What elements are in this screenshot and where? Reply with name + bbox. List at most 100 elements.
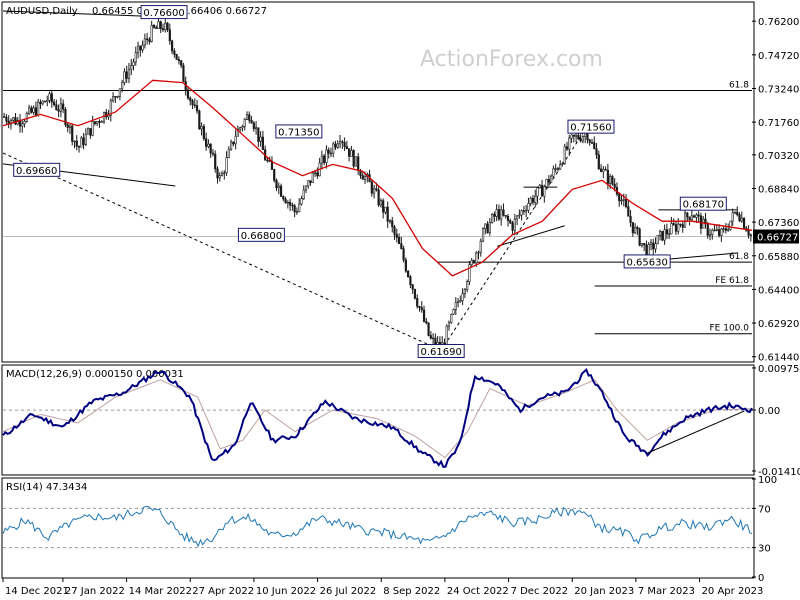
candle <box>481 227 485 243</box>
price-tick-4: 0.70320 <box>758 151 799 162</box>
macd-tick-2: -0.014107 <box>758 467 800 478</box>
candle <box>39 99 42 110</box>
candle <box>513 213 516 236</box>
price-tick-6: 0.67360 <box>758 218 799 229</box>
candle <box>350 146 353 157</box>
candle <box>627 199 630 217</box>
candle <box>590 138 594 145</box>
candle <box>5 114 8 125</box>
candle <box>89 128 92 139</box>
candle <box>395 228 398 243</box>
candle-body <box>749 234 752 236</box>
candle-body <box>618 193 621 202</box>
price-layer: 61.8 61.8 FE 61.8 FE 100.0 0.76600 0.69660 0.7… <box>2 5 753 358</box>
candle <box>466 279 469 293</box>
candle <box>241 124 244 132</box>
price-label-box-5 <box>567 119 615 134</box>
candle-body <box>584 133 587 137</box>
candle <box>71 123 74 146</box>
candle-body <box>717 229 721 236</box>
candle <box>338 134 342 149</box>
candle <box>232 141 235 147</box>
candle-body <box>241 126 244 129</box>
candle <box>302 185 305 201</box>
candle-body <box>452 309 455 315</box>
candle-body <box>502 209 505 216</box>
x-tick-4: 10 Jun 2022 <box>256 586 316 597</box>
candle <box>665 223 668 240</box>
candle <box>690 209 693 221</box>
candle <box>80 136 83 148</box>
candle <box>152 24 156 29</box>
candle-body <box>588 139 591 143</box>
candle-body <box>348 148 351 157</box>
candle <box>686 211 689 222</box>
candle <box>186 86 190 100</box>
candle <box>631 222 634 237</box>
candle <box>25 111 28 123</box>
candle <box>463 287 466 299</box>
candle-body <box>456 301 460 303</box>
candle-body <box>395 234 398 238</box>
candle-body <box>148 39 151 42</box>
candle-body <box>32 107 35 113</box>
candle-body <box>729 220 732 230</box>
candle <box>175 53 178 60</box>
candle-body <box>543 186 546 197</box>
candle <box>520 209 523 221</box>
candle-body <box>536 187 539 197</box>
candle-body <box>459 300 462 302</box>
candle <box>454 297 457 315</box>
candle <box>391 216 394 233</box>
candle <box>636 225 639 236</box>
candle <box>370 179 373 197</box>
candle <box>413 288 417 300</box>
candle-body <box>640 243 644 246</box>
candle <box>277 182 280 195</box>
trendline-top <box>2 10 165 18</box>
candle <box>304 185 308 194</box>
candle <box>663 224 666 245</box>
candle <box>41 100 44 106</box>
candle <box>540 179 544 197</box>
current-price-label: 0.66727 <box>757 233 798 244</box>
candle <box>177 56 180 65</box>
price-label-box-6 <box>679 196 727 211</box>
candle <box>713 225 716 232</box>
candle-body <box>572 134 575 137</box>
candle <box>295 207 299 215</box>
candle-body <box>248 114 251 121</box>
candle <box>100 120 103 123</box>
candle <box>316 167 319 179</box>
x-tick-11: 20 Apr 2023 <box>702 586 764 597</box>
candle-body <box>454 302 457 310</box>
candle-body <box>84 133 87 145</box>
candle <box>611 174 614 186</box>
candle-body <box>638 228 641 246</box>
candle-body <box>654 243 657 250</box>
candle-body <box>232 141 235 145</box>
price-label-box-0 <box>140 5 188 20</box>
candle <box>311 170 314 183</box>
candle <box>407 270 410 278</box>
candle-body <box>52 101 56 106</box>
candle <box>720 227 723 242</box>
candle-body <box>373 188 376 194</box>
candle <box>62 99 65 114</box>
candle-body <box>713 229 716 232</box>
candle-body <box>282 196 285 200</box>
candle-body <box>561 163 564 165</box>
candle <box>461 288 464 306</box>
candle <box>456 297 460 308</box>
candle-body <box>177 59 180 62</box>
candle-body <box>681 224 684 228</box>
candle-body <box>23 121 26 125</box>
candle-body <box>393 226 396 235</box>
channel-lower <box>497 225 565 247</box>
candle-body <box>506 215 510 222</box>
price-tick-1: 0.74720 <box>758 51 799 62</box>
candle-body <box>534 195 537 203</box>
candle-body <box>624 199 628 207</box>
candle <box>477 250 480 260</box>
candle-body <box>334 143 337 148</box>
